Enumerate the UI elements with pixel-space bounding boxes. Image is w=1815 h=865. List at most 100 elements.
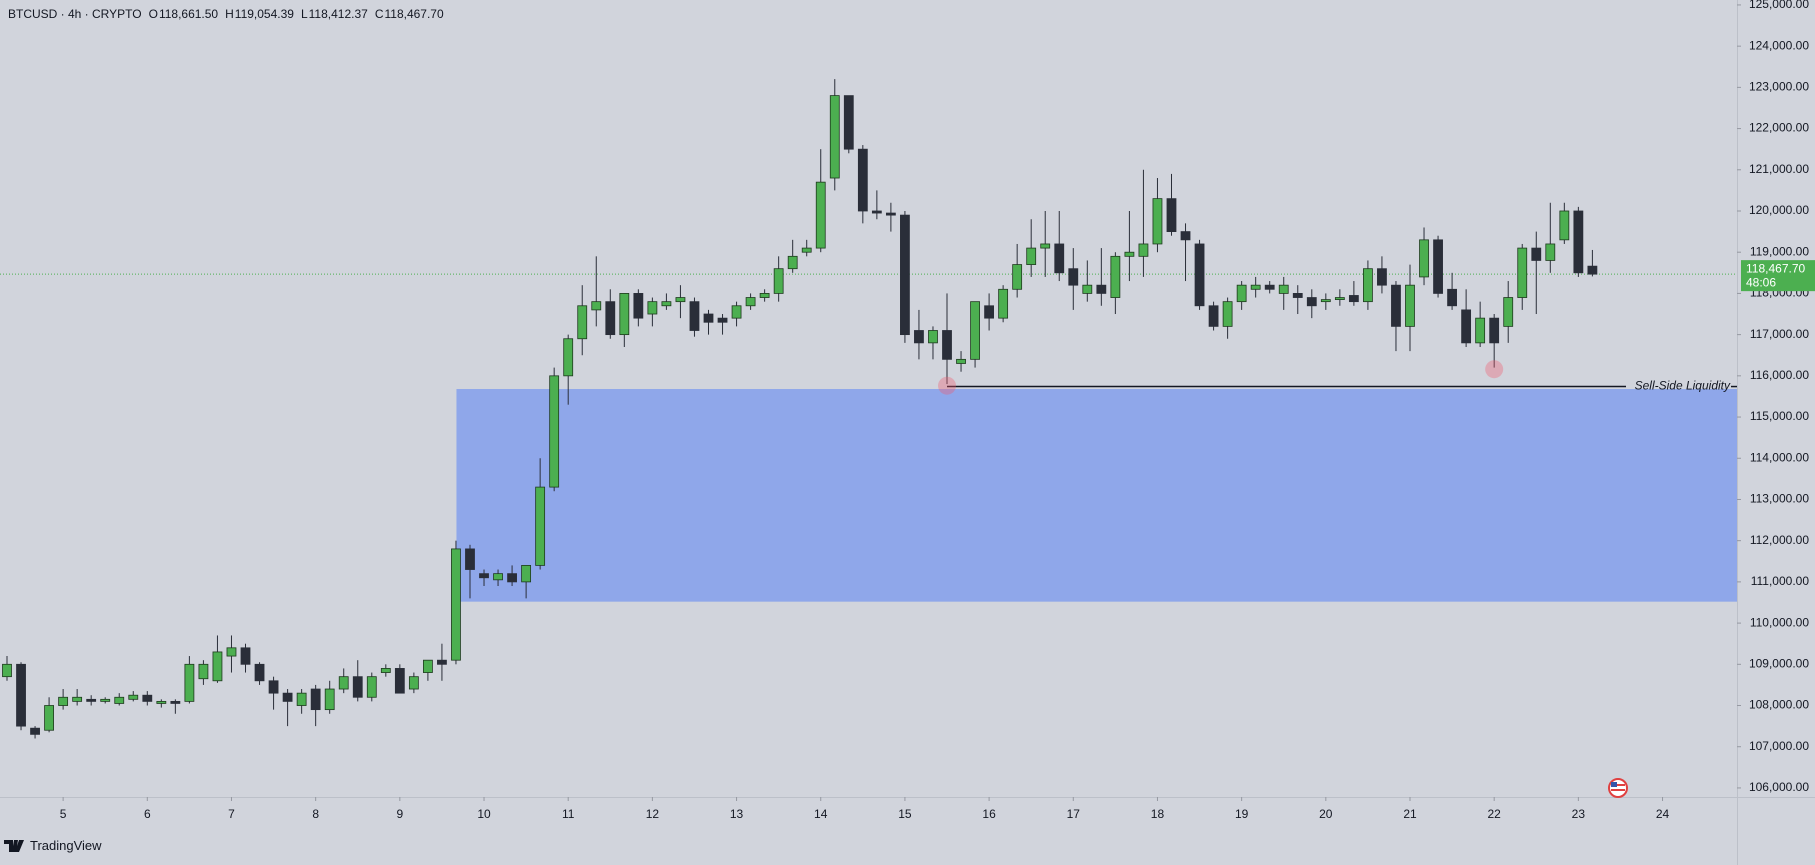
candle-body (1096, 284, 1107, 294)
candle-body (577, 305, 588, 340)
candle-body (900, 214, 910, 336)
candle-body (815, 181, 826, 249)
ohlc-value: 118,412.37 (308, 7, 368, 21)
candle-body (956, 358, 966, 364)
candle-body (1138, 243, 1149, 257)
candle-body (928, 330, 938, 344)
candle-body (1026, 247, 1037, 265)
candle-body (296, 692, 307, 706)
candle-body (563, 338, 574, 377)
candle-body (1433, 239, 1443, 294)
candle-body (1489, 317, 1500, 344)
candle-body (1320, 299, 1331, 303)
candle-body (914, 330, 924, 344)
candle-body (591, 301, 602, 311)
ohlc-value: 118,661.50 (158, 7, 219, 21)
x-tick-label: 7 (228, 807, 235, 821)
y-tick-label: 117,000.00 (1750, 327, 1809, 341)
candle-body (633, 293, 644, 319)
candle-body (507, 573, 517, 583)
y-tick-label: 125,000.00 (1749, 0, 1809, 11)
y-tick-label: 110,000.00 (1750, 615, 1809, 629)
candle-body (198, 663, 209, 680)
y-tick-label: 112,000.00 (1750, 533, 1809, 547)
y-tick-label: 121,000.00 (1749, 162, 1809, 176)
candle-body (843, 95, 854, 150)
x-tick-label: 11 (562, 807, 575, 821)
candle-body (2, 663, 12, 678)
candle-body (170, 700, 181, 704)
candle-body (773, 268, 784, 294)
candle-body (338, 676, 349, 690)
candle-body (1503, 297, 1514, 327)
candle-body (703, 313, 714, 323)
x-tick-label: 16 (982, 807, 996, 821)
candle-body (647, 301, 658, 315)
candle-body (240, 647, 251, 665)
candle-body (675, 297, 686, 303)
candle-body (212, 651, 223, 682)
candle-body (689, 301, 700, 331)
candle-body (1531, 247, 1542, 261)
candle-body (1405, 284, 1415, 327)
x-tick-label: 24 (1656, 807, 1670, 821)
candle-body (1040, 243, 1051, 249)
x-tick-label: 12 (646, 807, 660, 821)
candle-body (1194, 243, 1205, 307)
candle-body (1222, 301, 1233, 327)
candle-body (1124, 251, 1135, 257)
last-price-box (1741, 260, 1815, 292)
candle-body (72, 696, 83, 702)
candle-body (1334, 297, 1345, 300)
candle-body (1545, 243, 1556, 261)
candle-body (16, 663, 26, 727)
x-tick-label: 15 (898, 807, 912, 821)
x-tick-label: 14 (814, 807, 828, 821)
y-tick-label: 108,000.00 (1749, 698, 1809, 712)
candle-body (787, 255, 798, 270)
candle-body (1110, 255, 1121, 298)
y-tick-label: 109,000.00 (1749, 656, 1809, 670)
candle-body (268, 680, 279, 694)
candle-body (422, 659, 433, 673)
candle-body (1559, 210, 1570, 241)
last-price-label: 118,467.70 (1746, 261, 1805, 275)
candle-body (1012, 264, 1023, 290)
y-tick-label: 111,000.00 (1751, 574, 1810, 588)
candle-body (1180, 231, 1191, 241)
candle-body (380, 668, 391, 673)
candle-body (1152, 198, 1163, 245)
ohlc-item: L118,412.37 (301, 7, 368, 21)
candle-body (451, 548, 461, 661)
ohlc-key: H (225, 7, 234, 21)
candle-body (857, 148, 868, 212)
candle-body (366, 676, 377, 698)
candle-body (58, 696, 69, 706)
footer: TradingView (4, 838, 102, 853)
candle-body (1292, 293, 1303, 298)
candle-body (254, 663, 265, 682)
candle-body (1475, 317, 1486, 344)
x-tick-label: 10 (477, 807, 491, 821)
ohlc-item: C118,467.70 (375, 7, 444, 21)
candle-body (970, 301, 980, 360)
candle-body (437, 659, 447, 665)
candle-body (128, 694, 139, 700)
candle-body (998, 288, 1009, 319)
candle-body (324, 688, 335, 711)
candle-body (1461, 309, 1472, 344)
candle-body (1250, 284, 1261, 290)
candle-body (1447, 288, 1457, 307)
y-tick-label: 116,000.00 (1750, 368, 1809, 382)
x-tick-label: 20 (1319, 807, 1333, 821)
candle-body (661, 301, 672, 307)
candle-body (1306, 297, 1317, 307)
candle-body (114, 696, 125, 704)
liquidity-label: Sell-Side Liquidity (1635, 379, 1731, 393)
candle-body (479, 573, 489, 579)
candle-body (30, 727, 40, 735)
symbol: BTCUSD · 4h · CRYPTO (8, 7, 142, 21)
candle-body (142, 694, 153, 702)
logo (4, 839, 24, 852)
candle-body (44, 705, 54, 731)
